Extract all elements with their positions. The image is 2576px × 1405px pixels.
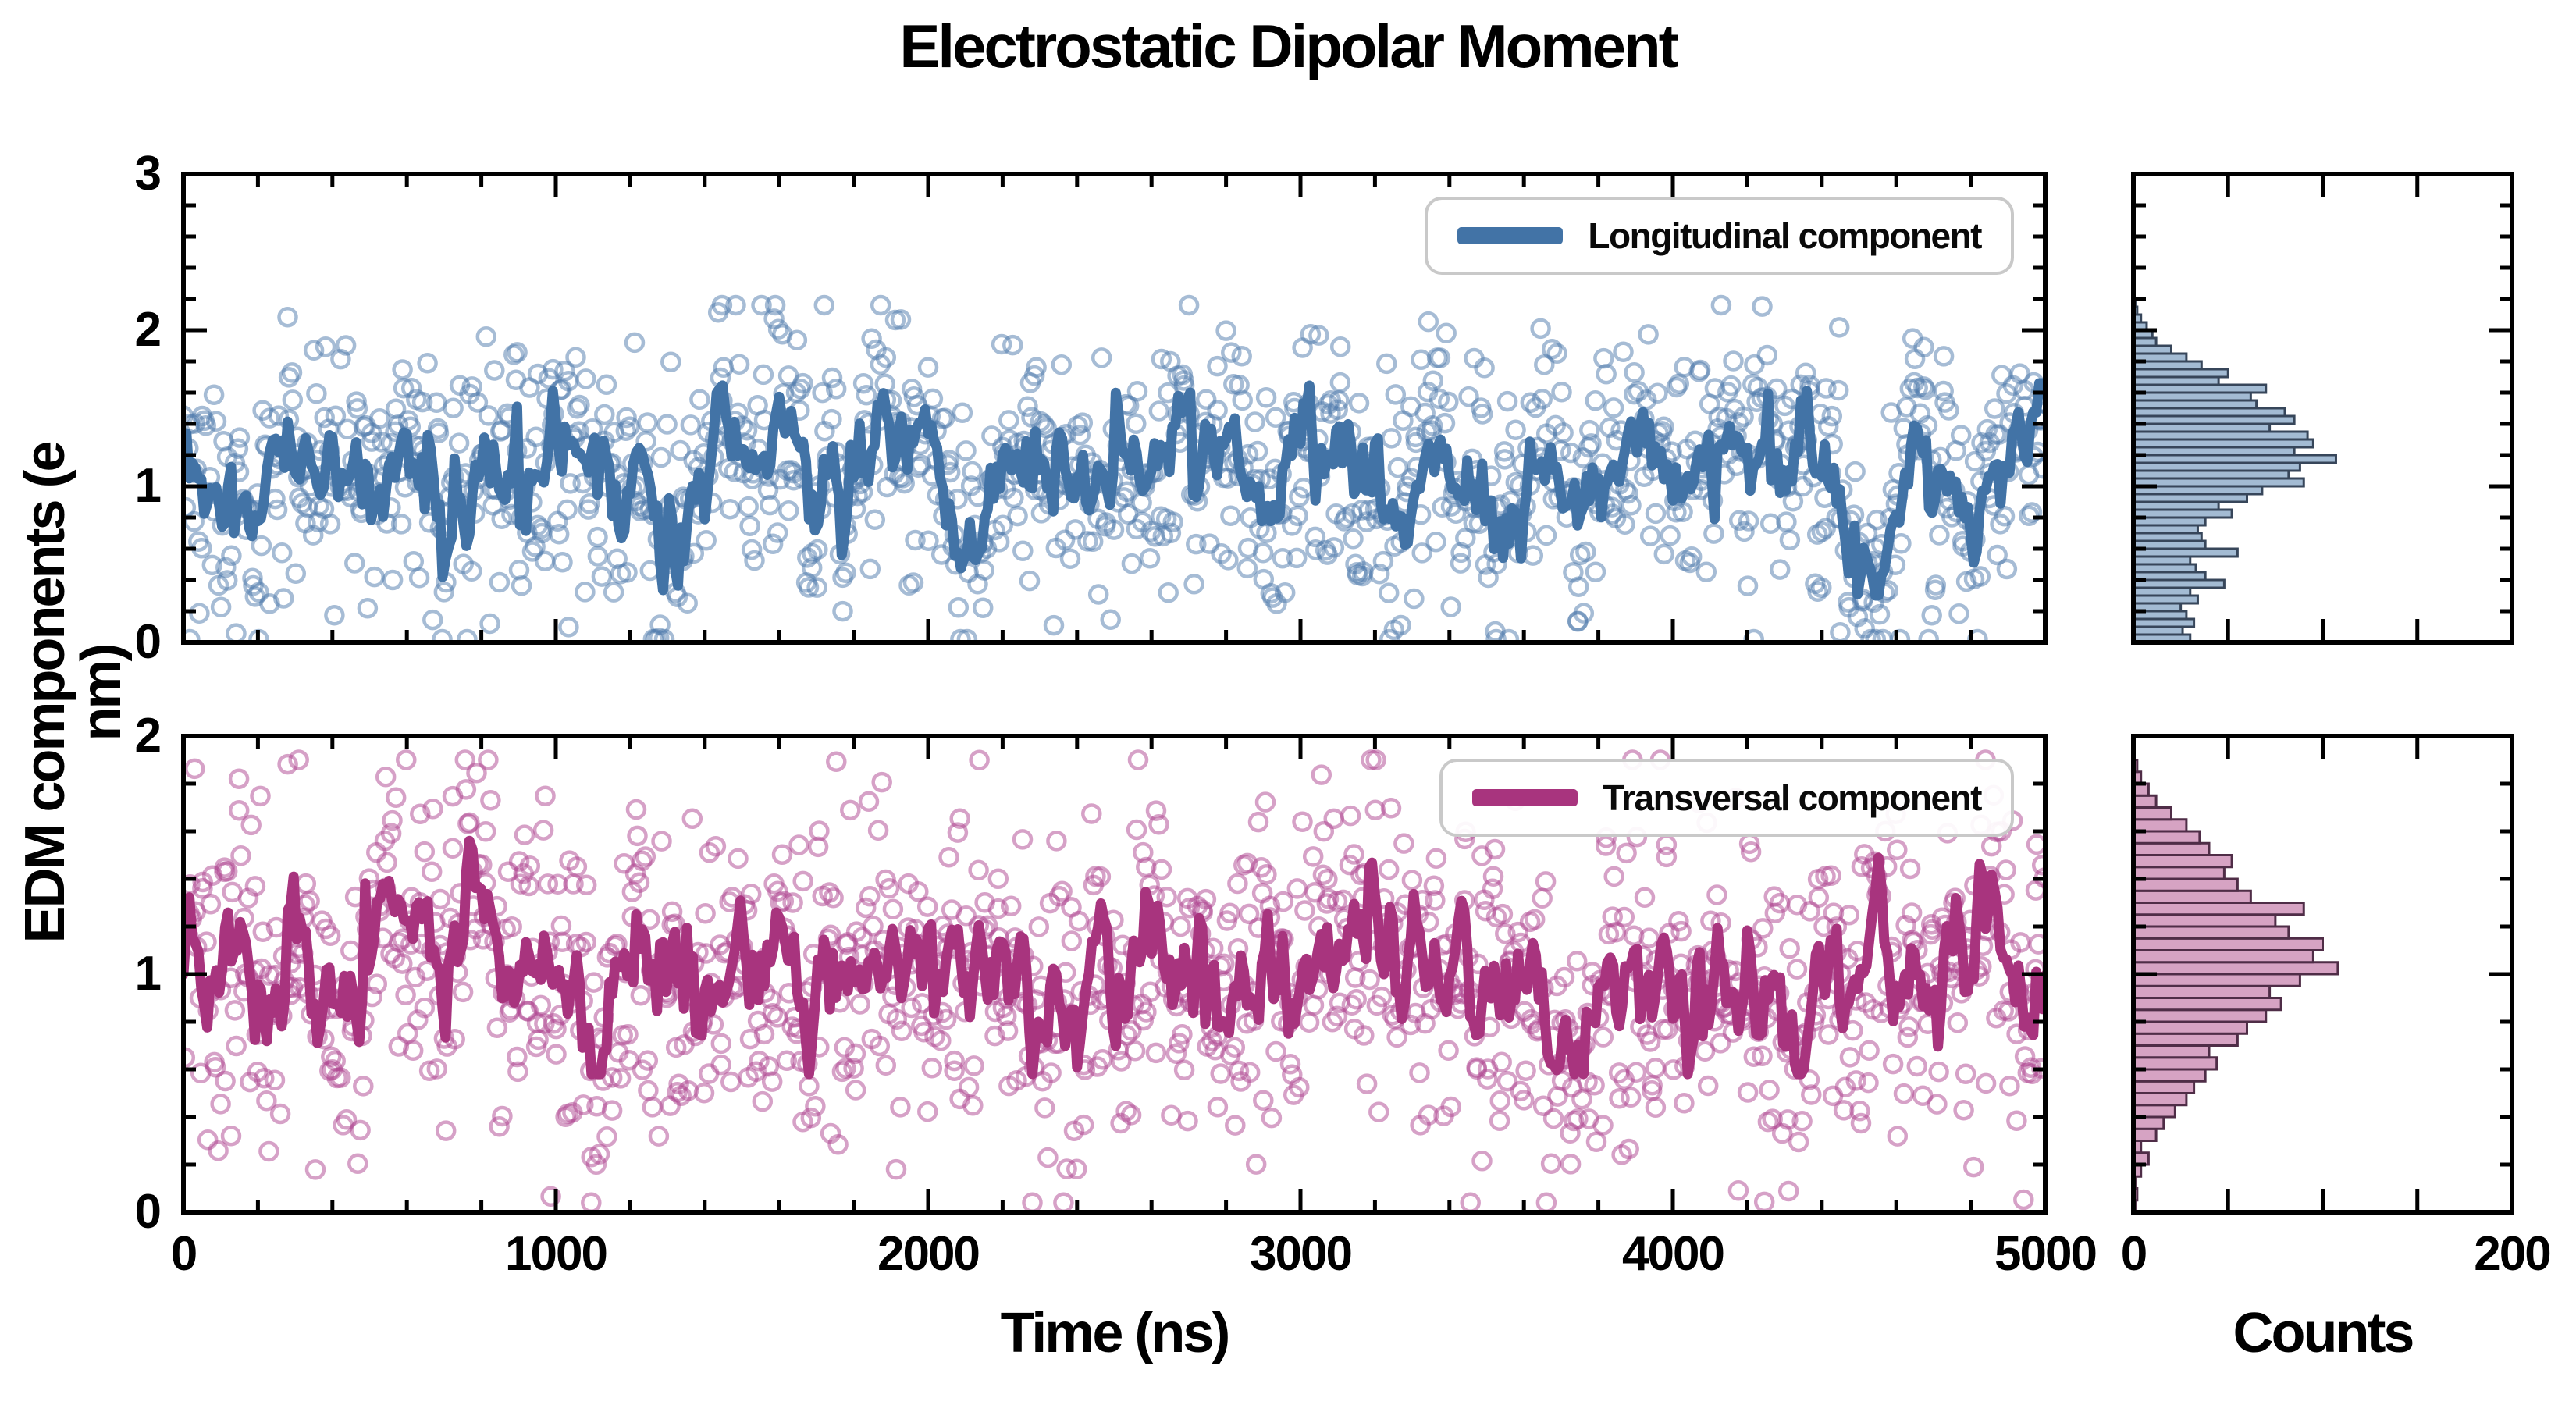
hist-bar: [2132, 937, 2324, 951]
hist-bar: [2132, 866, 2226, 880]
chart-title: Electrostatic Dipolar Moment: [899, 12, 1678, 80]
scatter-points-transversal: [183, 749, 2045, 1212]
hist-bar: [2132, 973, 2301, 987]
panel-transversal-frame: [181, 734, 2048, 1215]
hist-bar: [2132, 1056, 2218, 1071]
hist-bar: [2132, 902, 2305, 916]
hist-transversal-frame: [2131, 734, 2514, 1215]
trend-line-longitudinal: [183, 378, 2045, 601]
hist-bar: [2132, 961, 2339, 976]
hist-bar: [2132, 1020, 2248, 1035]
hist-bar: [2132, 841, 2211, 856]
hist-bar: [2132, 806, 2172, 821]
time-axis-label: Time (ns): [1000, 1302, 1231, 1364]
trend-line-transversal: [183, 835, 2045, 1080]
hist-longitudinal-border: [2131, 172, 2514, 645]
hist-transversal-border: [2131, 734, 2514, 1215]
panel-transversal-border: [181, 734, 2048, 1215]
panel-longitudinal-frame: [181, 172, 2048, 645]
hist-bar: [2132, 794, 2158, 809]
hist-bar: [2132, 1092, 2188, 1107]
histogram-bars-transversal: [2132, 759, 2339, 1214]
hist-bar: [2132, 913, 2277, 928]
legend-transversal: Transversal component: [1439, 759, 2014, 837]
hist-bar: [2132, 949, 2314, 964]
hist-longitudinal-frame: [2131, 172, 2514, 645]
panel-longitudinal-border: [181, 172, 2048, 645]
hist-bar: [2132, 984, 2272, 999]
hist-bar: [2132, 1080, 2196, 1094]
hist-bar: [2132, 1127, 2158, 1142]
histogram-bars-longitudinal: [2132, 297, 2337, 644]
hist-bar: [2132, 889, 2252, 904]
hist-bar: [2132, 877, 2239, 892]
y-axis-label: EDM components (e nm): [14, 443, 133, 944]
hist-bar: [2132, 1008, 2268, 1023]
legend-label-transversal: Transversal component: [1603, 777, 1982, 818]
hist-bar: [2132, 1032, 2239, 1047]
hist-bar: [2132, 1044, 2211, 1059]
legend-label-longitudinal: Longitudinal component: [1588, 215, 1982, 256]
legend-longitudinal: Longitudinal component: [1425, 197, 2014, 275]
hist-bar: [2132, 997, 2282, 1012]
hist-bar: [2132, 925, 2290, 940]
legend-swatch-longitudinal-line: [1457, 227, 1564, 244]
counts-axis-label: Counts: [2233, 1302, 2415, 1364]
legend-swatch-transversal-line: [1472, 789, 1578, 806]
hist-bar: [2132, 854, 2233, 869]
